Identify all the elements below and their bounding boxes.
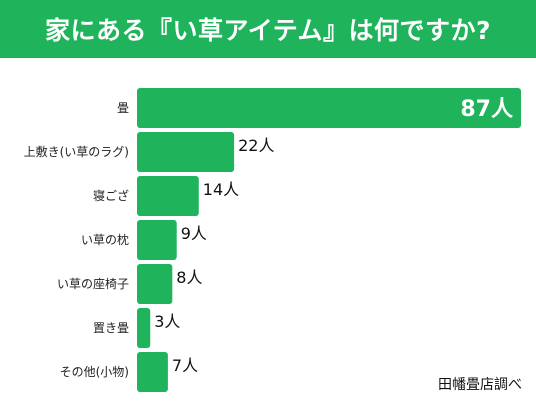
data-label: 3人 [154,312,180,331]
category-label: い草の枕 [81,232,129,247]
data-label: 22人 [238,136,274,155]
bar [137,352,168,392]
bar [137,132,235,172]
category-label: い草の座椅子 [57,276,129,291]
bar [137,88,521,128]
bar [137,220,177,260]
data-label: 87人 [460,97,513,122]
category-label: 畳 [117,101,129,115]
bar [137,264,173,304]
bar [137,176,199,216]
data-label: 7人 [172,356,198,375]
data-label: 8人 [176,268,202,287]
chart-title: 家にある『い草アイテム』は何ですか? [0,0,536,58]
data-label: 9人 [181,224,207,243]
category-label: 上敷き(い草のラグ) [24,144,129,159]
source-note: 田幡畳店調べ [438,377,522,393]
data-label: 14人 [203,180,239,199]
category-label: 置き畳 [93,321,129,335]
category-label: その他(小物) [60,365,129,379]
bar [137,308,151,348]
category-label: 寝ござ [93,188,129,203]
